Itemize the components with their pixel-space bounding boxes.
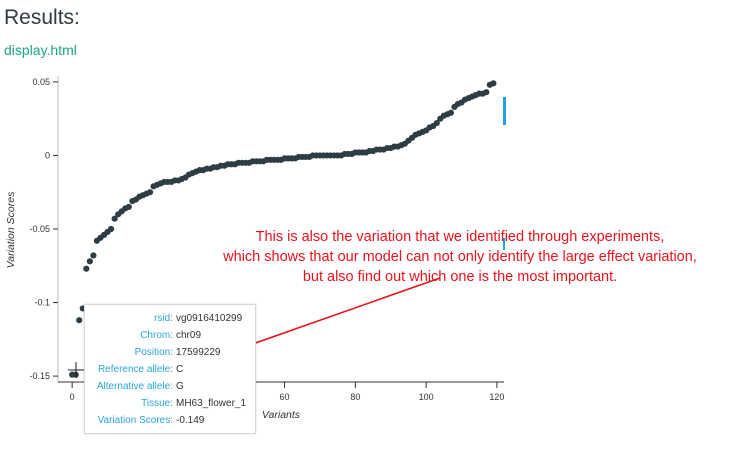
tooltip-key: rsid: [154,313,173,324]
tooltip-row-position: Position: 17599229 [85,345,255,361]
y-tick-label: -0.05 [29,224,50,234]
y-tick-label: 0.05 [32,77,50,87]
data-point[interactable] [490,80,497,87]
tooltip-row-rsid: rsid: vg0916410299 [85,311,255,327]
y-tick-label: -0.1 [34,298,50,308]
data-point[interactable] [447,109,455,116]
annotation-text: This is also the variation that we ident… [186,227,734,287]
y-tick-label: -0.15 [29,371,50,381]
hover-tooltip: rsid: vg0916410299 Chrom: chr09 Position… [84,304,256,434]
tooltip-value: C [176,364,184,375]
data-point[interactable] [125,203,132,211]
annotation-line: which shows that our model can not only … [223,249,697,265]
tooltip-key: Chrom: [140,330,173,341]
results-heading: Results: [4,6,80,29]
tooltip-row-chrom: Chrom: chr09 [85,328,255,344]
data-point[interactable] [146,189,154,196]
data-points[interactable] [69,80,497,378]
tooltip-row-tissue: Tissue: MH63_flower_1 [85,396,255,412]
tooltip-value: MH63_flower_1 [176,398,247,409]
x-tick-label: 0 [70,392,75,402]
y-axis-ticks: 0.05 0 -0.05 -0.1 -0.15 [29,77,58,381]
data-point[interactable] [107,225,115,233]
tooltip-value: vg0916410299 [176,313,243,324]
annotation-line: but also find out which one is the most … [302,269,618,285]
tooltip-key: Position: [134,347,173,358]
y-tick-label: 0 [45,150,50,160]
x-tick-label: 100 [419,392,434,402]
tooltip-key: Alternative allele: [96,381,173,392]
x-tick-label: 120 [489,392,504,402]
x-tick-label: 80 [350,392,360,402]
data-point[interactable] [483,89,490,96]
tooltip-key: Reference allele: [97,364,173,375]
data-point[interactable] [86,258,93,265]
data-point[interactable] [83,265,90,272]
y-axis-label: Variation Scores [5,191,17,268]
tooltip-row-reference-allele: Reference allele: C [85,362,255,378]
data-point[interactable] [76,317,83,324]
tooltip-value: -0.149 [176,415,205,426]
display-html-link[interactable]: display.html [4,42,77,58]
data-point[interactable] [433,119,440,127]
tooltip-row-variation-scores: Variation Scores: -0.149 [85,413,255,429]
data-point[interactable] [90,252,97,259]
data-point[interactable] [111,215,118,222]
side-indicator-bar-small [503,238,505,250]
tooltip-row-alternative-allele: Alternative allele: G [85,379,255,395]
tooltip-value: chr09 [176,330,202,341]
tooltip-key: Variation Scores: [97,415,173,426]
x-tick-label: 60 [280,392,290,402]
tooltip-value: 17599229 [176,347,221,358]
side-indicator-bar [503,97,506,125]
x-axis-label: Variants [262,409,301,421]
tooltip-value: G [176,381,184,392]
tooltip-key: Tissue: [141,398,173,409]
annotation-line: This is also the variation that we ident… [255,229,665,245]
